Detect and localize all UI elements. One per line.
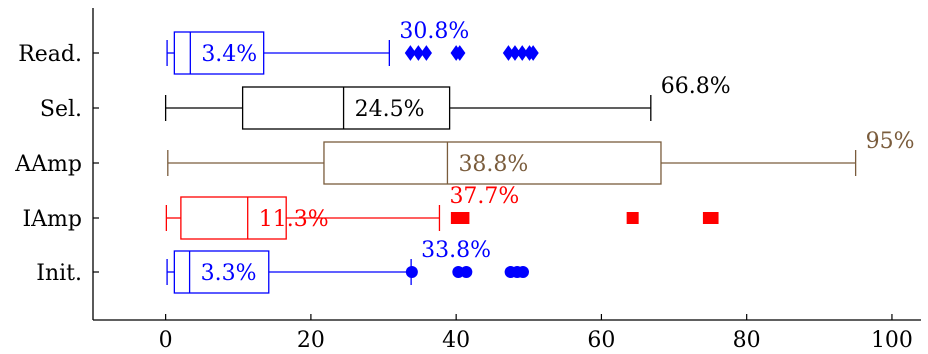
x-tick-label: 80 xyxy=(733,328,761,353)
median-value-label: 38.8% xyxy=(458,152,528,177)
outlier-point xyxy=(457,212,470,224)
category-label: Init. xyxy=(36,261,82,286)
x-tick-label: 100 xyxy=(871,328,913,353)
category-label: Sel. xyxy=(40,97,82,122)
max-value-label: 33.8% xyxy=(421,238,491,263)
outlier-point xyxy=(412,45,425,61)
box-series: 3.4% 30.8% 24.5% 66.8% 38.8% 95% 11.3% 37.7% 3.3… xyxy=(164,19,915,294)
x-ticks: 0 20 40 60 80 100 xyxy=(159,314,913,353)
median-value-label: 3.3% xyxy=(201,261,257,286)
outlier-point xyxy=(460,266,473,278)
outlier-point xyxy=(405,266,418,278)
outlier-point xyxy=(706,212,719,224)
box-aamp: 38.8% 95% xyxy=(167,129,915,185)
box-sel: 24.5% 66.8% xyxy=(164,74,731,130)
iqr-box xyxy=(241,86,451,130)
outlier-point xyxy=(404,45,417,61)
iqr-box xyxy=(323,141,662,185)
box-init: 3.3% 33.8% xyxy=(166,238,529,294)
x-tick-label: 60 xyxy=(587,328,615,353)
max-value-label: 95% xyxy=(866,129,915,154)
category-label: AAmp xyxy=(14,152,82,177)
plot-axes xyxy=(92,8,921,321)
median-value-label: 24.5% xyxy=(355,97,425,122)
max-value-label: 66.8% xyxy=(661,74,731,99)
outlier-point xyxy=(527,45,539,61)
category-label: Read. xyxy=(18,42,82,67)
median-value-label: 11.3% xyxy=(259,207,329,232)
iqr-box xyxy=(173,31,265,75)
outlier-point xyxy=(420,45,432,61)
category-label: IAmp xyxy=(22,207,82,232)
iqr-box xyxy=(173,250,270,294)
outlier-point xyxy=(516,266,529,278)
box-read: 3.4% 30.8% xyxy=(166,19,539,75)
x-tick-label: 40 xyxy=(442,328,470,353)
median-value-label: 3.4% xyxy=(201,42,257,67)
max-value-label: 37.7% xyxy=(449,184,519,209)
category-labels: Read. Sel. AAmp IAmp Init. xyxy=(14,42,99,286)
outlier-point xyxy=(626,212,639,224)
x-tick-label: 0 xyxy=(159,328,173,353)
iqr-box xyxy=(180,196,287,240)
max-value-label: 30.8% xyxy=(399,19,469,44)
box-iamp: 11.3% 37.7% xyxy=(165,184,719,240)
outlier-point xyxy=(454,45,466,61)
x-tick-label: 20 xyxy=(297,328,325,353)
